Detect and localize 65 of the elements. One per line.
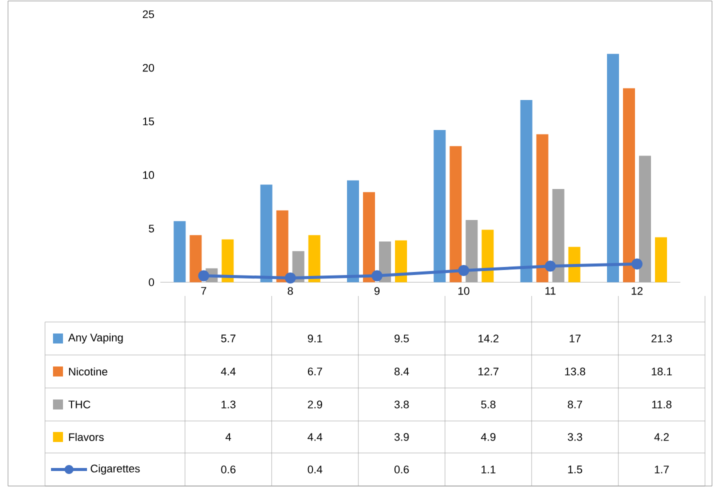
data-label: 11.8 (652, 400, 672, 408)
data-label: 18.1 (652, 368, 672, 376)
data-label: 1.7 (654, 466, 669, 474)
x-tick-label: 12 (632, 287, 643, 295)
data-label: 1.1 (482, 466, 496, 474)
data-label: 1.3 (222, 400, 236, 408)
data-label: 6.7 (308, 368, 322, 376)
x-tick-label: 10 (458, 287, 470, 295)
bar (482, 230, 494, 282)
data-label: 1.5 (568, 466, 582, 474)
data-label: 2.9 (308, 400, 322, 408)
y-tick-label: 15 (143, 118, 154, 126)
data-label: 14.2 (478, 334, 498, 342)
data-label: 12.7 (478, 368, 498, 376)
data-label: 8.4 (394, 368, 409, 376)
data-label: 0.4 (308, 466, 322, 474)
legend-label: Nicotine (69, 367, 108, 376)
bar (623, 88, 635, 282)
data-label: 3.9 (394, 433, 409, 441)
data-label: 9.1 (308, 334, 322, 342)
bar (450, 146, 462, 282)
data-label: 3.3 (568, 433, 582, 441)
bar (395, 240, 408, 282)
bar (308, 235, 320, 282)
bar (536, 134, 548, 282)
legend-label: Flavors (69, 432, 104, 442)
data-label: 4.2 (654, 433, 669, 441)
x-tick-label: 8 (288, 287, 293, 295)
data-label: 5.8 (481, 400, 496, 408)
data-label: 9.5 (394, 334, 409, 342)
bar (347, 180, 360, 282)
bar (260, 184, 272, 282)
bar (363, 192, 376, 282)
y-tick-label: 25 (142, 10, 154, 18)
x-tick-label: 11 (545, 287, 556, 295)
data-label: 5.7 (221, 334, 236, 342)
x-tick-label: 9 (374, 287, 380, 295)
data-label: 13.8 (565, 368, 586, 376)
y-tick-label: 5 (148, 224, 154, 232)
data-label: 3.8 (394, 400, 409, 408)
bar (190, 235, 202, 282)
x-tick-label: 7 (201, 287, 206, 295)
legend-label: THC (68, 400, 90, 408)
y-tick-label: 10 (143, 171, 154, 179)
data-label: 21.3 (652, 334, 672, 342)
legend-label: Any Vaping (68, 333, 123, 344)
data-label: 8.7 (568, 400, 582, 408)
data-label: 4.4 (308, 433, 322, 441)
y-tick-label: 20 (142, 64, 154, 72)
data-label: 0.6 (221, 466, 236, 474)
bar (276, 210, 288, 282)
data-label: 4 (226, 433, 232, 441)
bar (607, 54, 619, 282)
bar (568, 246, 580, 282)
data-label: 17 (570, 334, 581, 342)
data-label: 4.4 (220, 368, 236, 376)
bar (434, 130, 446, 282)
bar (655, 237, 667, 282)
bar (174, 221, 186, 282)
legend-label: Cigarettes (90, 464, 140, 475)
data-label: 0.6 (394, 466, 409, 474)
data-label: 4.9 (480, 433, 496, 441)
bar (222, 239, 234, 282)
y-tick-label: 0 (148, 278, 154, 286)
bar (520, 100, 532, 282)
